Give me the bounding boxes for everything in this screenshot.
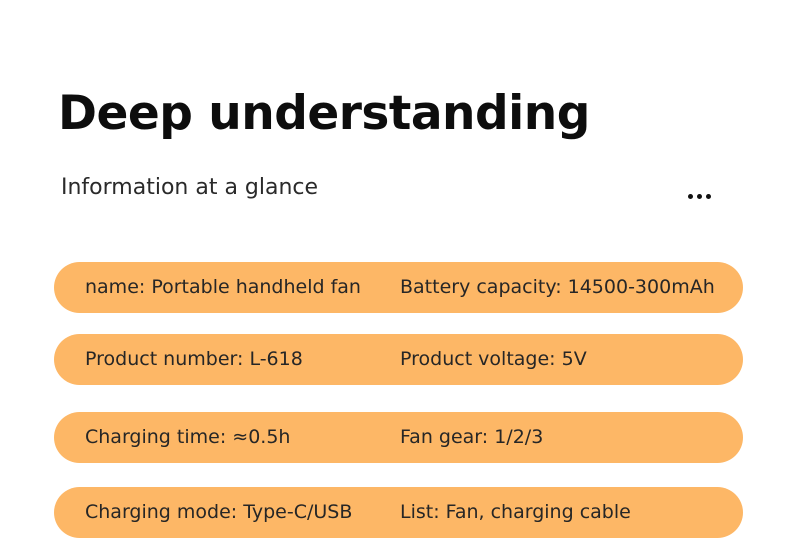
more-dot <box>697 194 702 199</box>
spec-row: Product number: L-618 Product voltage: 5… <box>54 334 743 385</box>
more-options-icon[interactable] <box>688 194 711 199</box>
spec-charging-mode: Charging mode: Type-C/USB <box>85 501 353 523</box>
spec-row: Charging time: ≈0.5h Fan gear: 1/2/3 <box>54 412 743 463</box>
page-subtitle: Information at a glance <box>61 175 319 200</box>
page-title: Deep understanding <box>58 86 590 141</box>
spec-product-voltage: Product voltage: 5V <box>400 348 587 370</box>
spec-row: name: Portable handheld fan Battery capa… <box>54 262 743 313</box>
spec-product-name: name: Portable handheld fan <box>85 276 361 298</box>
spec-product-number: Product number: L-618 <box>85 348 303 370</box>
spec-charging-time: Charging time: ≈0.5h <box>85 426 291 448</box>
more-dot <box>688 194 693 199</box>
spec-battery-capacity: Battery capacity: 14500-300mAh <box>400 276 715 298</box>
more-dot <box>706 194 711 199</box>
spec-fan-gear: Fan gear: 1/2/3 <box>400 426 544 448</box>
spec-row: Charging mode: Type-C/USB List: Fan, cha… <box>54 487 743 538</box>
spec-package-list: List: Fan, charging cable <box>400 501 631 523</box>
